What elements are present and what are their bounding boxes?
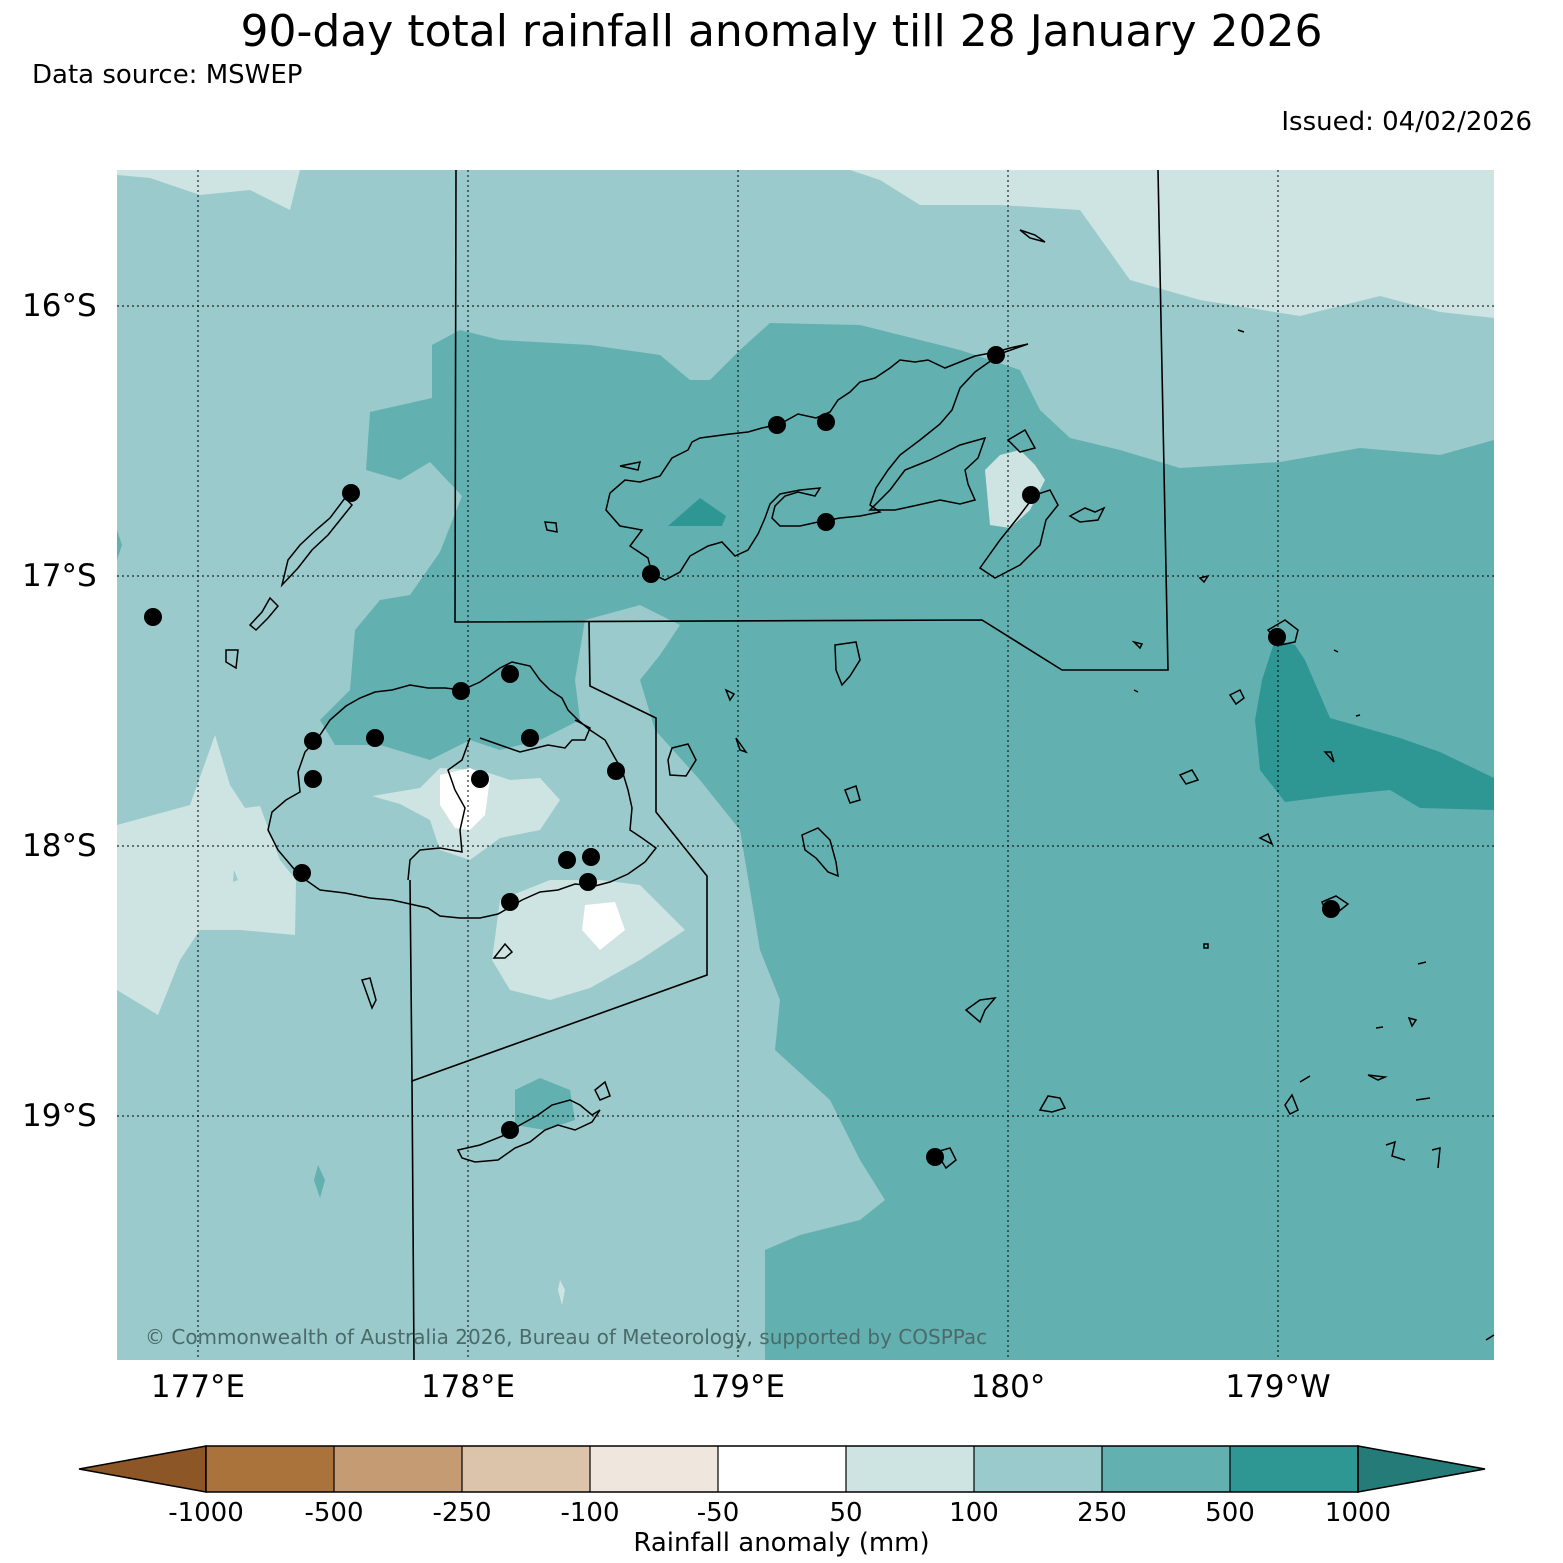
- contour-neutral-south: [582, 902, 625, 950]
- colorbar-bin: [1230, 1446, 1358, 1492]
- colorbar-bin: [718, 1446, 846, 1492]
- colorbar-tick: -100: [560, 1498, 620, 1528]
- station-marker: [501, 665, 519, 683]
- station-marker: [579, 873, 597, 891]
- contour-500-1000-vanua-levu: [668, 498, 726, 526]
- station-marker: [304, 770, 322, 788]
- station-marker: [342, 484, 360, 502]
- lon-label: 179°W: [1225, 1369, 1331, 1405]
- copyright-notice: © Commonwealth of Australia 2026, Bureau…: [145, 1325, 988, 1349]
- vanua-levu-coast: [605, 343, 1029, 581]
- lon-label: 179°E: [690, 1369, 786, 1405]
- colorbar-tick: 1000: [1324, 1498, 1392, 1528]
- station-marker: [607, 762, 625, 780]
- station-marker: [293, 864, 311, 882]
- vanua-levu-peninsula: [868, 436, 987, 511]
- lat-label: 16°S: [22, 288, 97, 324]
- colorbar-tick: -50: [696, 1498, 740, 1528]
- station-marker: [501, 1121, 519, 1139]
- station-marker: [471, 770, 489, 788]
- kadavu-coast: [456, 1099, 601, 1163]
- lat-label: 18°S: [22, 828, 97, 864]
- colorbar-label: Rainfall anomaly (mm): [633, 1528, 930, 1558]
- colorbar-bin: [590, 1446, 718, 1492]
- station-marker: [366, 729, 384, 747]
- contour-fields: [117, 170, 1494, 1360]
- contour-500-1000-east: [1255, 640, 1494, 810]
- data-source: Data source: MSWEP: [32, 60, 303, 90]
- colorbar-tick: 100: [949, 1498, 999, 1528]
- contour-250-500: [320, 323, 1494, 1360]
- station-marker: [582, 848, 600, 866]
- colorbar-bin: [974, 1446, 1102, 1492]
- contour-50-100-north: [850, 170, 1494, 318]
- lat-label: 17°S: [22, 558, 97, 594]
- colorbar-bin: [462, 1446, 590, 1492]
- station-marker: [817, 413, 835, 431]
- colorbar-tick: 500: [1205, 1498, 1255, 1528]
- station-marker: [501, 893, 519, 911]
- issued-date: Issued: 04/02/2026: [1281, 107, 1532, 137]
- colorbar-bin: [206, 1446, 334, 1492]
- station-marker: [768, 416, 786, 434]
- colorbar-bin: [334, 1446, 462, 1492]
- station-marker: [144, 608, 162, 626]
- station-marker: [926, 1148, 944, 1166]
- station-marker: [521, 729, 539, 747]
- colorbar-tick: 50: [829, 1498, 863, 1528]
- colorbar-extend-high: [1357, 1445, 1486, 1493]
- colorbar: [78, 1445, 1486, 1493]
- colorbar-bin: [846, 1446, 974, 1492]
- stations: [144, 346, 1340, 1166]
- lon-label: 178°E: [420, 1369, 516, 1405]
- coastlines: [225, 229, 1495, 1341]
- station-marker: [817, 513, 835, 531]
- contour-50-100-taveuni: [985, 450, 1045, 528]
- taveuni-coast: [978, 489, 1059, 579]
- lon-label: 177°E: [150, 1369, 246, 1405]
- station-marker: [304, 732, 322, 750]
- colorbar-tick: -250: [432, 1498, 492, 1528]
- contour-50-100-northwest: [117, 170, 300, 210]
- station-marker: [452, 682, 470, 700]
- station-marker: [558, 851, 576, 869]
- colorbar-extend-low: [78, 1445, 207, 1493]
- graticule: [117, 170, 1494, 1360]
- station-marker: [642, 565, 660, 583]
- contour-50-100-south: [492, 880, 685, 1000]
- station-marker: [1322, 900, 1340, 918]
- map-title: 90-day total rainfall anomaly till 28 Ja…: [240, 6, 1323, 57]
- station-marker: [1022, 486, 1040, 504]
- division-boundaries: [409, 169, 1169, 1361]
- contour-50-100-west: [117, 735, 296, 1015]
- station-marker: [1268, 628, 1286, 646]
- viti-levu-coast: [267, 661, 658, 919]
- station-marker: [987, 346, 1005, 364]
- colorbar-tick: 250: [1077, 1498, 1127, 1528]
- colorbar-tick: -500: [304, 1498, 364, 1528]
- colorbar-tick: -1000: [168, 1498, 244, 1528]
- lat-label: 19°S: [22, 1098, 97, 1134]
- lon-label: 180°: [970, 1369, 1046, 1405]
- colorbar-bin: [1102, 1446, 1230, 1492]
